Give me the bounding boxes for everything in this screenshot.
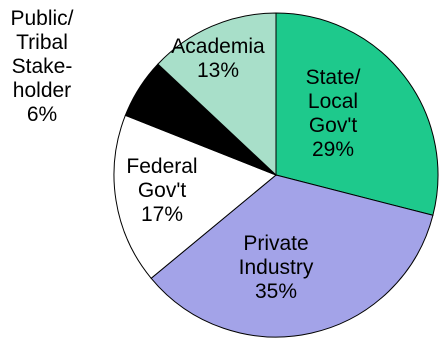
slice-category-label: Stake- [12,55,73,78]
slice-category-label: Gov't [309,114,358,137]
slice-category-label: Private [243,232,308,255]
pie-slice-private-industry [150,174,434,338]
slice-category-label: Industry [239,256,314,279]
slice-value-label: 29% [312,138,354,161]
slice-label-academia: Academia 13% [171,35,265,82]
slice-label-federal-govt: Federal Gov't 17% [126,155,197,226]
slice-category-label: Gov't [138,179,187,202]
slice-category-label: Academia [171,35,265,58]
slice-category-label: Tribal [16,31,68,54]
slice-category-label: holder [13,79,71,102]
pie-slice-state-local-govt [275,12,439,216]
pie-labels: State/Local Gov't 29%Private Industry 35%Fed… [10,7,360,303]
slice-category-label: Local [308,90,358,113]
slice-category-label: Federal [126,155,197,178]
slice-value-label: 17% [141,203,183,226]
slice-value-label: 6% [27,103,57,126]
slice-category-label: Public/ [10,7,73,30]
slice-label-private-industry: Private Industry 35% [239,232,314,303]
pie-slice-academia [157,12,277,177]
slice-category-label: State/ [306,66,361,89]
slice-label-public-tribal-stakeholder: Public/Tribal Stake-holder 6% [10,7,73,126]
pie-slices [113,12,439,338]
slice-value-label: 35% [255,280,297,303]
slice-value-label: 13% [197,59,239,82]
pie-slice-federal-govt [113,114,277,279]
slice-label-state-local-govt: State/Local Gov't 29% [306,66,361,161]
